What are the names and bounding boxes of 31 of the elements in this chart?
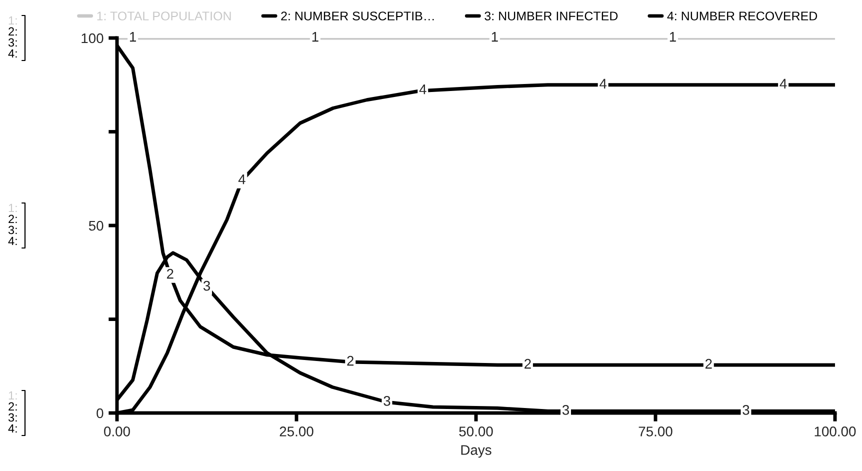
annotation: 2 — [705, 358, 712, 369]
annotation: 1 — [670, 32, 676, 42]
x-tick-label: 50.00 — [459, 426, 493, 436]
legend-label: 3: NUMBER INFECTED — [484, 12, 618, 20]
annotation: 3 — [562, 405, 569, 415]
text: 2: — [8, 27, 17, 36]
annotation: 4 — [600, 78, 607, 88]
legend-label: 2: NUMBER SUSCEPTIB… — [281, 12, 434, 20]
annotation: 2 — [524, 358, 531, 369]
annotation: 1 — [130, 32, 136, 42]
text: 2: — [8, 402, 17, 411]
y-tick-label: 0 — [96, 408, 104, 418]
text: 4: — [8, 236, 17, 246]
annotation: 1 — [312, 32, 318, 42]
annotation: 3 — [742, 405, 750, 415]
legend-label: 4: NUMBER RECOVERED — [667, 12, 818, 20]
x-tick-label: 100.00 — [814, 426, 856, 436]
text: 4: — [8, 49, 17, 58]
x-tick-label: 25.00 — [280, 426, 314, 436]
x-tick-label: 0.00 — [104, 426, 130, 436]
x-tick-label: 75.00 — [638, 426, 672, 436]
x-axis-title: Days — [461, 445, 492, 458]
text: 2: — [8, 214, 17, 224]
text: 3: — [8, 38, 17, 47]
text: 3: — [8, 226, 17, 234]
text: 3: — [8, 413, 17, 422]
text: 4: — [8, 424, 17, 433]
annotation: 4 — [780, 78, 787, 88]
y-tick-label: 100 — [82, 33, 104, 44]
annotation: 1 — [492, 32, 498, 42]
y-tick-label: 50 — [88, 220, 104, 231]
